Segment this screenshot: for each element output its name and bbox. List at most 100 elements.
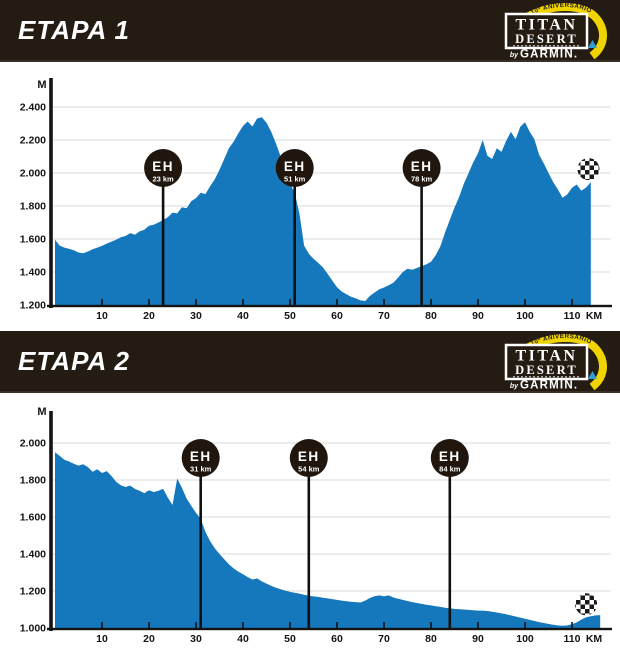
y-tick-label: 1.200: [20, 300, 46, 312]
eh-marker-label: EH: [411, 159, 433, 174]
eh-marker-circle: [144, 149, 183, 187]
eh-marker-km: 84 km: [439, 465, 461, 474]
eh-marker-pole: [420, 185, 423, 306]
eh-marker-label: EH: [298, 449, 320, 464]
eh-marker-km: 23 km: [152, 175, 174, 184]
logo-garmin-text: GARMIN.: [520, 380, 578, 392]
eh-marker-circle: [275, 149, 314, 187]
eh-marker-circle: [181, 439, 220, 477]
x-tick: [383, 299, 385, 307]
logo-desert-text: DESERT: [515, 32, 578, 46]
eh-marker-pole: [293, 185, 296, 306]
eh-marker-km: 54 km: [298, 465, 320, 474]
anniversary-ribbon: [521, 3, 607, 60]
logo-by-text: by: [510, 52, 519, 59]
stage-2-title: ETAPA 2: [18, 345, 130, 376]
x-tick-label: 50: [284, 310, 296, 322]
garmin-triangle-icon: [588, 371, 597, 379]
logo-desert-text: DESERT: [515, 363, 578, 377]
eh-marker-km: 78 km: [411, 175, 433, 184]
finish-flag-icon: [574, 592, 599, 617]
eh-marker-pole: [448, 475, 452, 629]
x-tick: [571, 622, 573, 630]
eh-marker-circle: [289, 439, 328, 477]
y-tick-label: 1.800: [20, 201, 46, 213]
x-tick: [195, 299, 197, 307]
x-tick: [430, 299, 432, 307]
x-tick: [289, 622, 291, 630]
x-tick-label: 20: [143, 633, 155, 645]
x-tick: [477, 299, 479, 307]
x-tick-label: 60: [331, 310, 343, 322]
y-tick-label: 1.400: [20, 267, 46, 279]
y-tick-label: 1.000: [20, 623, 46, 635]
y-tick-label: 1.800: [20, 475, 46, 487]
y-axis: [49, 411, 53, 631]
titan-desert-garmin-logo: 10º ANIVERSARIO TITAN DESERT by GARMIN.: [504, 2, 607, 61]
titan-desert-garmin-logo: 10º ANIVERSARIO TITAN DESERT by GARMIN.: [504, 333, 607, 392]
x-tick-label: 40: [237, 633, 249, 645]
x-tick-label: 10: [96, 310, 108, 322]
stage-2: ETAPA 2 10º ANIVERSARIO TITAN DESERT by …: [0, 331, 620, 654]
x-tick-label: 70: [378, 633, 390, 645]
eh-marker-label: EH: [190, 449, 212, 464]
y-tick-label: 2.200: [20, 135, 46, 147]
x-tick-label: 50: [284, 633, 296, 645]
x-tick: [148, 622, 150, 630]
x-tick-label: 110: [564, 633, 581, 645]
x-tick-label: 20: [143, 310, 155, 322]
x-axis: [47, 627, 612, 631]
axis-unit-m: M: [37, 79, 46, 91]
y-tick-label: 2.400: [20, 102, 46, 114]
logo-by-text: by: [510, 383, 519, 390]
garmin-triangle-icon: [588, 40, 597, 48]
x-tick-label: 30: [190, 633, 202, 645]
x-tick: [524, 299, 526, 307]
x-axis: [47, 304, 612, 308]
eh-marker-pole: [161, 185, 165, 306]
logo-titan-text: TITAN: [516, 17, 578, 34]
x-tick-label: 60: [331, 633, 343, 645]
x-tick: [430, 622, 432, 630]
eh-marker-pole: [307, 475, 311, 629]
y-tick-label: 1.600: [20, 234, 46, 246]
y-axis: [49, 78, 53, 308]
axis-unit-km: KM: [586, 310, 603, 322]
axis-unit-m: M: [37, 406, 46, 418]
stage-1-title: ETAPA 1: [18, 14, 130, 45]
eh-marker-circle: [430, 439, 469, 477]
stage-1-header: ETAPA 1 10º ANIVERSARIO TITAN DESERT by …: [0, 0, 620, 62]
logo-garmin-text: GARMIN.: [520, 49, 578, 61]
logo-titan-text: TITAN: [516, 348, 578, 365]
anniversary-ribbon: [521, 334, 607, 391]
x-tick: [336, 299, 338, 307]
x-tick: [289, 299, 291, 307]
x-tick-label: 110: [564, 310, 581, 322]
x-tick: [477, 622, 479, 630]
x-tick-label: 30: [190, 310, 202, 322]
logo-box: [504, 343, 589, 381]
x-tick-label: 90: [472, 310, 484, 322]
x-tick: [524, 622, 526, 630]
stage-2-header: ETAPA 2 10º ANIVERSARIO TITAN DESERT by …: [0, 331, 620, 393]
x-tick-label: 90: [472, 633, 484, 645]
eh-marker-km: 31 km: [190, 465, 212, 474]
x-tick-label: 70: [378, 310, 390, 322]
y-tick-label: 1.600: [20, 512, 46, 524]
eh-marker-pole: [199, 475, 202, 629]
eh-marker-label: EH: [439, 449, 461, 464]
y-tick-label: 2.000: [20, 438, 46, 450]
x-tick-label: 100: [516, 310, 534, 322]
x-tick: [242, 622, 244, 630]
x-tick: [148, 299, 150, 307]
eh-marker-label: EH: [152, 159, 174, 174]
x-tick: [336, 622, 338, 630]
eh-marker-km: 51 km: [284, 175, 306, 184]
x-tick-label: 100: [516, 633, 534, 645]
y-tick-label: 1.400: [20, 549, 46, 561]
